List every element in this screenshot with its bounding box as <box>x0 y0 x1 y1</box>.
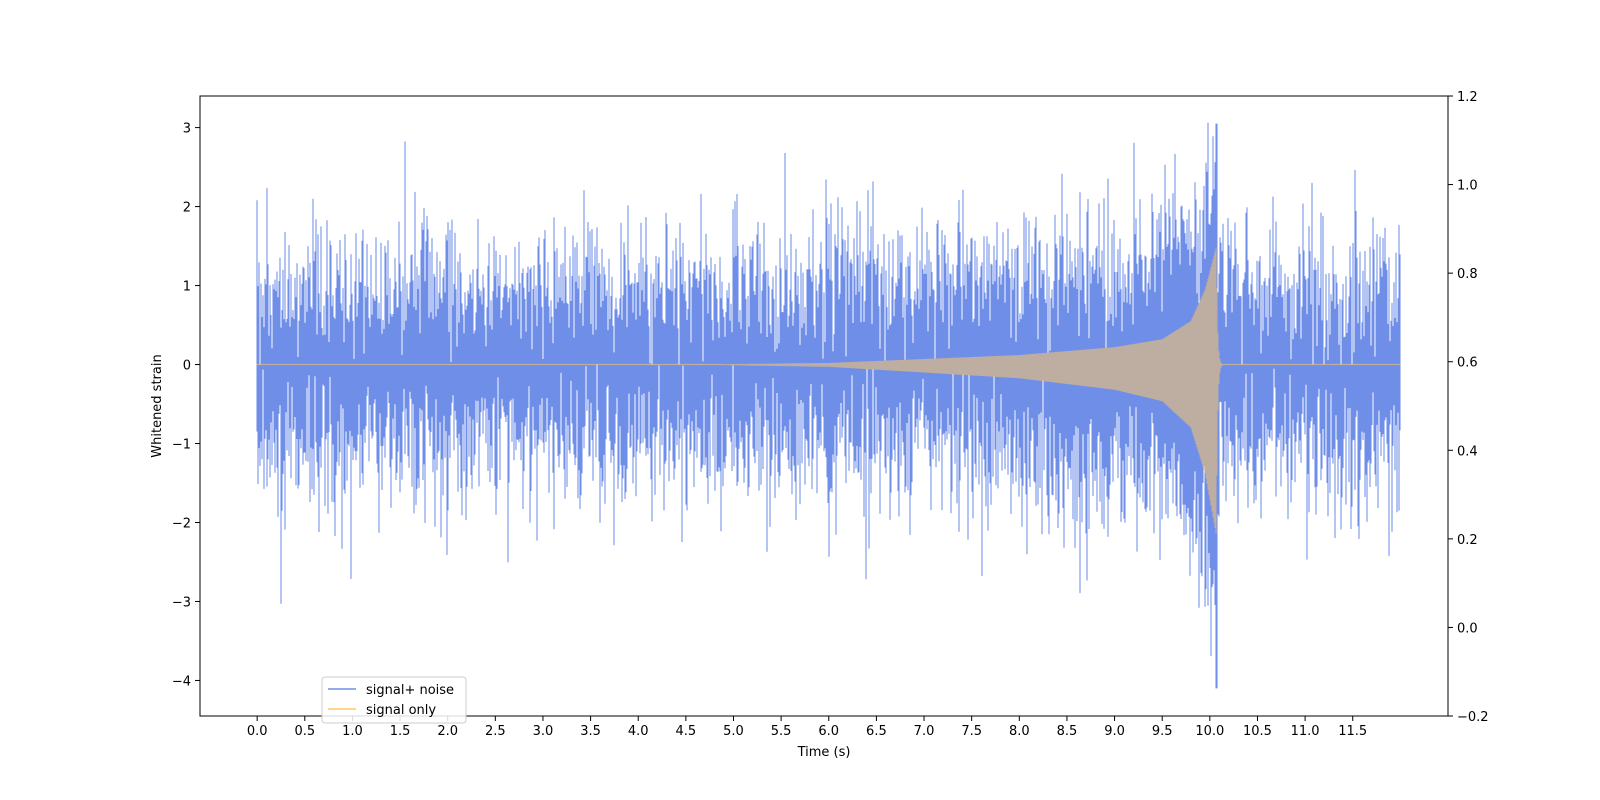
y2-tick-label: 0.8 <box>1457 267 1478 282</box>
signal-only-line <box>256 248 1401 534</box>
y2-tick-label: 0.4 <box>1457 444 1478 459</box>
x-axis-label: Time (s) <box>797 745 851 760</box>
signal-only-series <box>256 248 1401 534</box>
x-tick-label: 10.5 <box>1243 724 1272 739</box>
x-tick-label: 11.5 <box>1338 724 1367 739</box>
y-tick-label: 2 <box>183 201 191 216</box>
x-tick-label: 2.5 <box>485 724 506 739</box>
x-tick-label: 7.5 <box>961 724 982 739</box>
legend-label-signal-noise: signal+ noise <box>366 683 454 698</box>
x-tick-label: 5.0 <box>723 724 744 739</box>
y2-tick-label: 1.0 <box>1457 179 1478 194</box>
x-tick-label: 4.0 <box>628 724 649 739</box>
y-tick-label: −2 <box>172 516 191 531</box>
y2-tick-label: 0.6 <box>1457 356 1478 371</box>
x-tick-label: 10.0 <box>1195 724 1224 739</box>
x-tick-label: 2.0 <box>437 724 458 739</box>
x-tick-label: 8.5 <box>1057 724 1078 739</box>
x-tick-label: 9.5 <box>1152 724 1173 739</box>
legend-label-signal-only: signal only <box>366 703 436 718</box>
y-axis-label: Whitened strain <box>150 354 165 457</box>
x-tick-label: 1.0 <box>342 724 363 739</box>
plot-frame <box>199 95 1449 717</box>
x-tick-label: 11.0 <box>1291 724 1320 739</box>
y-tick-label: 1 <box>183 280 191 295</box>
x-tick-label: 5.5 <box>771 724 792 739</box>
x-tick-label: 9.0 <box>1104 724 1125 739</box>
legend-frame <box>321 676 467 724</box>
axes: 0.0 0.5 1.0 1.5 2.0 2.5 3.0 3.5 4.0 4.5 5.0 5.5 6.0 6… <box>150 90 1489 760</box>
x-tick-label: 6.0 <box>818 724 839 739</box>
y-tick-label: −1 <box>172 438 191 453</box>
y-tick-label: 0 <box>183 359 191 374</box>
x-tick-label: 1.5 <box>390 724 411 739</box>
x-tick-label: 7.0 <box>914 724 935 739</box>
x-tick-label: 0.5 <box>294 724 315 739</box>
y-tick-label: 3 <box>183 122 191 137</box>
x-tick-label: 3.0 <box>533 724 554 739</box>
y2-tick-label: −0.2 <box>1457 710 1489 725</box>
x-tick-label: 3.5 <box>580 724 601 739</box>
y-tick-label: −4 <box>172 674 191 689</box>
x-tick-label: 0.0 <box>247 724 268 739</box>
y2-tick-label: 1.2 <box>1457 90 1478 105</box>
y2-tick-label: 0.2 <box>1457 533 1478 548</box>
y2-tick-label: 0.0 <box>1457 621 1478 636</box>
x-tick-label: 8.0 <box>1009 724 1030 739</box>
y-tick-label: −3 <box>172 595 191 610</box>
x-tick-label: 4.5 <box>676 724 697 739</box>
x-tick-label: 6.5 <box>866 724 887 739</box>
legend: signal+ noise signal only <box>321 676 467 724</box>
